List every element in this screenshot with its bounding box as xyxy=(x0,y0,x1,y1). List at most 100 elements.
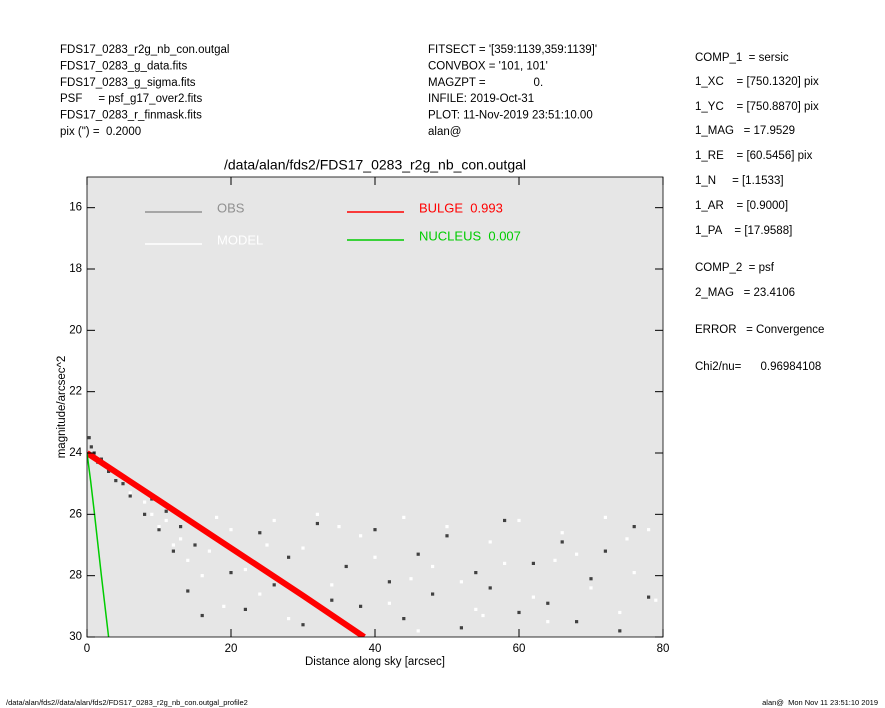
profile-line xyxy=(87,452,110,637)
data-point xyxy=(272,518,276,523)
data-point xyxy=(488,540,492,544)
data-point xyxy=(301,546,305,550)
data-point xyxy=(553,558,557,562)
x-tick-label: 60 xyxy=(513,643,526,655)
data-point xyxy=(409,577,413,581)
data-point xyxy=(589,577,593,581)
data-point xyxy=(416,629,420,633)
data-point xyxy=(243,567,247,572)
y-tick-label: 16 xyxy=(69,202,82,214)
data-point xyxy=(387,601,391,605)
profile-line xyxy=(87,450,366,637)
data-point xyxy=(344,564,348,569)
header-middle-line: MAGZPT = 0. xyxy=(428,77,543,89)
data-point xyxy=(647,528,651,532)
data-point xyxy=(647,595,651,599)
data-point xyxy=(474,607,478,611)
data-point xyxy=(402,515,406,519)
data-point xyxy=(575,620,579,624)
data-point xyxy=(215,515,219,519)
y-tick-label: 18 xyxy=(69,263,82,275)
legend-label: OBS xyxy=(217,200,245,215)
fit-parameter: 1_N = [1.1533] xyxy=(695,175,784,187)
data-point xyxy=(301,623,305,627)
y-tick-label: 22 xyxy=(69,386,82,398)
data-point xyxy=(128,491,132,495)
fit-parameter: 1_MAG = 17.9529 xyxy=(695,125,795,137)
data-point xyxy=(431,592,435,596)
data-point xyxy=(373,528,377,532)
header-left-line: FDS17_0283_g_data.fits xyxy=(60,60,187,72)
data-point xyxy=(387,580,391,584)
data-point xyxy=(258,592,262,596)
data-point xyxy=(315,512,319,516)
data-point xyxy=(546,601,550,605)
data-point xyxy=(603,549,607,553)
data-point xyxy=(114,479,118,483)
data-point xyxy=(503,561,507,565)
data-point xyxy=(315,521,319,526)
fit-parameter: Chi2/nu= 0.96984108 xyxy=(695,361,821,373)
data-point xyxy=(287,617,291,621)
data-point xyxy=(186,558,190,562)
data-point xyxy=(157,525,161,529)
data-point xyxy=(157,528,161,532)
data-point xyxy=(531,561,535,565)
x-tick-label: 80 xyxy=(657,643,670,655)
plot-background xyxy=(87,177,663,637)
data-point xyxy=(164,518,168,523)
data-point xyxy=(503,518,507,523)
data-point xyxy=(481,613,485,618)
header-left-line: PSF = psf_g17_over2.fits xyxy=(60,93,202,105)
data-point xyxy=(179,537,183,541)
data-point xyxy=(654,598,658,602)
data-point xyxy=(200,574,204,578)
data-point xyxy=(359,534,363,538)
legend-label: MODEL xyxy=(217,232,263,247)
data-point xyxy=(330,583,334,587)
data-point xyxy=(488,586,492,590)
y-tick-label: 26 xyxy=(69,508,82,520)
data-point xyxy=(603,515,607,519)
data-point xyxy=(625,537,629,541)
header-middle-line: PLOT: 11-Nov-2019 23:51:10.00 xyxy=(428,110,593,122)
data-point xyxy=(258,531,262,535)
y-tick-label: 24 xyxy=(69,447,82,459)
y-axis-label: magnitude/arcsec^2 xyxy=(56,356,68,459)
data-point xyxy=(186,589,190,593)
fit-parameter: 1_RE = [60.5456] pix xyxy=(695,150,813,162)
data-point xyxy=(265,543,269,547)
header-middle-line: INFILE: 2019-Oct-31 xyxy=(428,93,534,105)
footer-right: alan@ Mon Nov 11 23:51:10 2019 xyxy=(762,698,878,707)
data-point xyxy=(560,531,564,535)
data-point xyxy=(229,571,233,575)
fit-parameter: 1_XC = [750.1320] pix xyxy=(695,76,819,88)
fit-parameter: COMP_1 = sersic xyxy=(695,52,789,64)
fit-parameter: 1_AR = [0.9000] xyxy=(695,200,788,212)
data-point xyxy=(222,604,226,608)
header-left-line: FDS17_0283_r_finmask.fits xyxy=(60,110,202,122)
legend-label: NUCLEUS 0.007 xyxy=(419,228,521,243)
data-point xyxy=(560,540,564,544)
x-axis-label: Distance along sky [arcsec] xyxy=(305,656,445,668)
data-point xyxy=(474,571,478,575)
data-point xyxy=(531,595,535,599)
fit-parameter: 1_PA = [17.9588] xyxy=(695,225,792,237)
data-point xyxy=(272,583,276,587)
data-point xyxy=(445,525,449,529)
data-point xyxy=(229,528,233,532)
data-point xyxy=(517,518,521,523)
data-point xyxy=(171,543,175,547)
data-point xyxy=(632,525,636,529)
fit-parameter: 1_YC = [750.8870] pix xyxy=(695,101,819,113)
header-left-line: pix (") = 0.2000 xyxy=(60,126,141,138)
data-point xyxy=(546,620,550,624)
data-point xyxy=(87,436,91,440)
data-point xyxy=(373,555,377,559)
data-point xyxy=(575,552,579,556)
header-middle-line: FITSECT = '[359:1139,359:1139]' xyxy=(428,44,597,56)
header-left-line: FDS17_0283_g_sigma.fits xyxy=(60,77,196,89)
plot-area xyxy=(87,436,658,637)
chart-title: /data/alan/fds2/FDS17_0283_r2g_nb_con.ou… xyxy=(224,157,526,173)
data-point xyxy=(431,564,435,569)
